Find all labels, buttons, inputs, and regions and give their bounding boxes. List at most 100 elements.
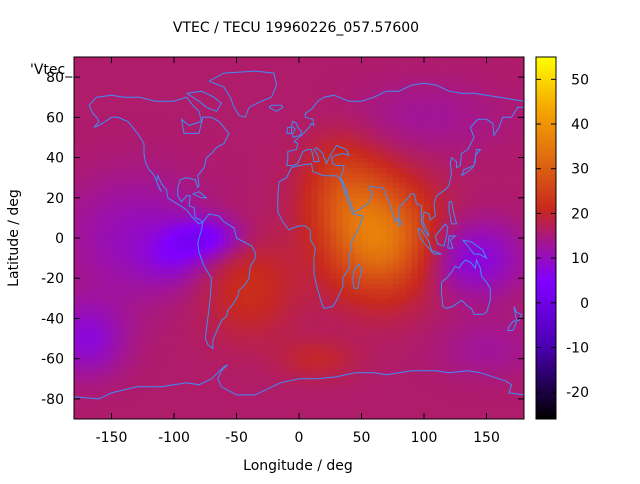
heatmap-cell	[230, 172, 237, 179]
heatmap-cell	[299, 343, 306, 350]
heatmap-cell	[430, 303, 437, 309]
heatmap-cell	[86, 147, 94, 153]
heatmap-cell	[86, 388, 94, 395]
heatmap-cell	[186, 258, 194, 264]
heatmap-cell	[399, 107, 406, 113]
heatmap-cell	[167, 333, 175, 339]
heatmap-cell	[430, 92, 437, 98]
heatmap-cell	[149, 258, 156, 264]
heatmap-cell	[105, 343, 112, 350]
heatmap-cell	[486, 413, 494, 420]
heatmap-cell	[167, 393, 175, 400]
heatmap-cell	[74, 132, 81, 138]
heatmap-cell	[442, 172, 450, 179]
heatmap-cell	[436, 273, 444, 279]
heatmap-cell	[174, 132, 181, 138]
heatmap-cell	[211, 348, 219, 355]
heatmap-cell	[317, 368, 325, 375]
heatmap-cell	[386, 378, 394, 385]
heatmap-cell	[261, 393, 269, 400]
heatmap-cell	[486, 87, 494, 93]
heatmap-cell	[480, 207, 487, 214]
heatmap-cell	[336, 197, 344, 204]
heatmap-cell	[167, 137, 175, 143]
heatmap-cell	[167, 102, 175, 108]
heatmap-cell	[330, 207, 337, 214]
heatmap-cell	[305, 378, 312, 385]
heatmap-cell	[192, 323, 200, 329]
heatmap-cell	[211, 207, 219, 214]
heatmap-cell	[180, 333, 187, 339]
heatmap-cell	[280, 117, 287, 123]
heatmap-cell	[380, 102, 387, 108]
heatmap-cell	[261, 288, 269, 294]
heatmap-cell	[211, 122, 219, 128]
heatmap-cell	[499, 358, 506, 365]
heatmap-cell	[136, 152, 144, 158]
heatmap-cell	[230, 323, 237, 329]
heatmap-cell	[249, 283, 256, 289]
heatmap-cell	[224, 358, 231, 365]
heatmap-cell	[305, 278, 312, 284]
heatmap-cell	[311, 263, 319, 269]
heatmap-cell	[274, 117, 281, 123]
heatmap-cell	[342, 373, 350, 380]
heatmap-cell	[430, 298, 437, 304]
heatmap-cell	[305, 82, 312, 88]
heatmap-cell	[205, 147, 212, 153]
heatmap-cell	[449, 197, 456, 204]
heatmap-cell	[292, 333, 300, 339]
heatmap-cell	[330, 348, 337, 355]
heatmap-cell	[411, 253, 419, 259]
heatmap-cell	[99, 187, 106, 194]
heatmap-cell	[130, 278, 137, 284]
heatmap-cell	[392, 398, 400, 405]
heatmap-cell	[211, 227, 219, 234]
heatmap-cell	[149, 232, 156, 239]
heatmap-cell	[280, 298, 287, 304]
heatmap-cell	[92, 112, 100, 118]
heatmap-cell	[392, 373, 400, 380]
heatmap-cell	[117, 328, 125, 334]
heatmap-cell	[399, 273, 406, 279]
heatmap-cell	[136, 328, 144, 334]
heatmap-cell	[80, 388, 87, 395]
heatmap-cell	[424, 72, 431, 78]
heatmap-cell	[405, 177, 412, 184]
heatmap-cell	[286, 182, 294, 189]
heatmap-cell	[224, 263, 231, 269]
heatmap-cell	[492, 107, 500, 113]
heatmap-cell	[505, 353, 512, 360]
heatmap-cell	[299, 172, 306, 179]
heatmap-cell	[380, 72, 387, 78]
heatmap-cell	[180, 258, 187, 264]
heatmap-cell	[111, 107, 119, 113]
heatmap-cell	[80, 227, 87, 234]
heatmap-cell	[236, 358, 244, 365]
heatmap-cell	[130, 238, 137, 244]
heatmap-cell	[142, 403, 150, 410]
heatmap-cell	[292, 192, 300, 199]
heatmap-cell	[99, 82, 106, 88]
heatmap-cell	[186, 278, 194, 284]
heatmap-cell	[467, 222, 475, 229]
heatmap-cell	[155, 378, 162, 385]
heatmap-cell	[299, 303, 306, 309]
heatmap-cell	[230, 197, 237, 204]
heatmap-cell	[117, 378, 125, 385]
heatmap-cell	[180, 62, 187, 68]
heatmap-cell	[349, 227, 356, 234]
heatmap-cell	[305, 318, 312, 324]
heatmap-cell	[424, 97, 431, 103]
heatmap-cell	[455, 107, 462, 113]
heatmap-cell	[330, 383, 337, 390]
heatmap-cell	[149, 393, 156, 400]
heatmap-cell	[249, 217, 256, 224]
heatmap-cell	[242, 243, 250, 249]
heatmap-cell	[274, 403, 281, 410]
heatmap-cell	[467, 278, 475, 284]
heatmap-cell	[292, 112, 300, 118]
heatmap-cell	[124, 222, 131, 229]
heatmap-cell	[417, 243, 425, 249]
heatmap-cell	[417, 388, 425, 395]
